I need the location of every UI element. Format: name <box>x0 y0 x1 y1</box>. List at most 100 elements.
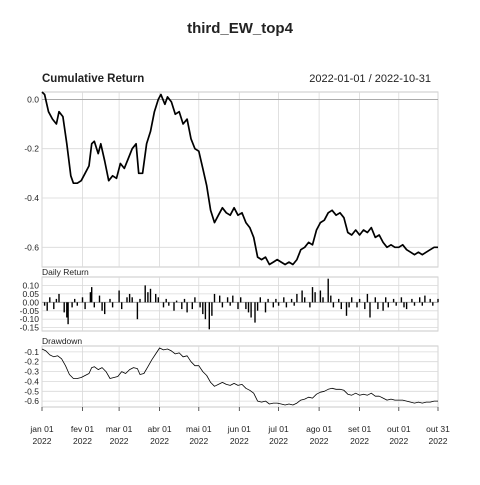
daily-return-bar <box>319 290 322 303</box>
daily-return-bar <box>136 302 139 320</box>
daily-return-bar <box>121 302 123 310</box>
daily-return-bar <box>340 302 342 310</box>
daily-return-bar <box>118 290 120 303</box>
daily-return-bar <box>256 302 259 311</box>
daily-return-bar <box>232 295 234 303</box>
daily-return-bar <box>382 302 384 311</box>
daily-return-bar <box>157 297 159 303</box>
daily-return-bar <box>181 302 183 310</box>
daily-return-bar <box>81 297 84 303</box>
daily-return-bar <box>173 302 175 311</box>
x-tick-label: out 31 <box>426 424 450 434</box>
daily-return-bar <box>245 302 247 310</box>
daily-return-bar <box>247 302 250 313</box>
daily-return-bar <box>364 302 366 310</box>
daily-return-bar <box>432 302 434 306</box>
daily-return-bar <box>275 298 277 303</box>
daily-return-bar <box>74 298 76 303</box>
daily-return-bar <box>67 302 69 325</box>
drawdown-y-tick-label: -0.3 <box>24 367 39 377</box>
daily-return-bar <box>264 302 267 313</box>
daily-return-bar <box>309 302 311 308</box>
daily-return-bar <box>63 302 65 313</box>
daily-return-bar <box>429 298 431 303</box>
daily-return-bar <box>377 302 379 310</box>
daily-return-bar <box>345 302 348 316</box>
daily-y-tick-label: -0.05 <box>20 306 40 316</box>
x-tick-label: mar 01 <box>106 424 133 434</box>
daily-return-bar <box>175 300 178 303</box>
daily-return-bar <box>293 302 295 306</box>
drawdown-plot-frame <box>41 345 439 408</box>
drawdown-y-tick-label: -0.1 <box>24 347 39 357</box>
daily-return-bar <box>213 293 216 303</box>
daily-return-bar <box>314 292 316 303</box>
daily-return-bar <box>211 302 213 316</box>
cumulative-panel-title: Cumulative Return <box>42 73 144 85</box>
daily-return-bar <box>191 302 193 310</box>
x-tick-year: 2022 <box>429 436 448 446</box>
cumulative-y-tick-label: -0.4 <box>24 193 39 203</box>
x-tick-label: set 01 <box>348 424 371 434</box>
x-tick-year: 2022 <box>310 436 329 446</box>
daily-return-bar <box>400 297 403 303</box>
daily-return-bar <box>267 298 269 303</box>
daily-return-bar <box>332 302 335 308</box>
daily-return-bar <box>76 302 78 306</box>
daily-return-bar <box>413 302 416 306</box>
daily-return-bar <box>204 302 207 320</box>
cumulative-plot-frame <box>41 91 439 268</box>
x-tick-label: jan 01 <box>29 424 53 434</box>
daily-return-bar <box>229 302 231 306</box>
daily-return-bar <box>322 297 324 303</box>
daily-return-bar <box>369 302 371 318</box>
daily-return-bar <box>104 302 106 315</box>
daily-return-bar <box>327 278 329 303</box>
x-tick-label: ago 01 <box>306 424 332 434</box>
daily-return-bar <box>405 302 408 310</box>
daily-return-bar <box>168 302 170 306</box>
daily-return-bar <box>91 287 93 303</box>
x-tick-year: 2022 <box>230 436 249 446</box>
daily-return-bar <box>139 298 141 303</box>
daily-return-bar <box>356 302 358 308</box>
daily-return-bar <box>240 297 242 303</box>
daily-return-bar <box>219 295 221 303</box>
daily-return-bar <box>98 295 101 303</box>
daily-return-bar <box>304 297 306 303</box>
daily-return-bar <box>366 293 369 303</box>
daily-return-bar <box>387 302 389 308</box>
daily-return-bar <box>109 298 111 303</box>
drawdown-y-tick-label: -0.6 <box>24 396 39 406</box>
daily-return-bar <box>149 288 152 303</box>
daily-return-bar <box>277 302 280 306</box>
daily-return-bar <box>147 292 149 303</box>
daily-return-bar <box>71 302 73 308</box>
daily-y-tick-label: 0.00 <box>22 297 39 307</box>
daily-return-bar <box>385 297 387 303</box>
daily-y-tick-label: -0.15 <box>20 323 40 333</box>
cumulative-y-tick-label: -0.6 <box>24 242 39 252</box>
daily-return-bar <box>49 297 51 303</box>
daily-return-bar <box>437 298 439 303</box>
cumulative-y-tick-label: -0.2 <box>24 144 39 154</box>
daily-return-bar <box>131 297 133 303</box>
drawdown-y-tick-label: -0.5 <box>24 386 39 396</box>
daily-return-bar <box>296 293 298 303</box>
daily-return-bar <box>101 302 103 311</box>
daily-return-bar <box>93 302 95 308</box>
x-tick-year: 2022 <box>73 436 92 446</box>
daily-return-bar <box>186 302 188 313</box>
x-tick-year: 2022 <box>33 436 52 446</box>
daily-return-bar <box>46 302 48 311</box>
daily-return-bar <box>199 302 201 308</box>
daily-return-bar <box>290 298 293 303</box>
daily-return-bar <box>374 297 376 303</box>
daily-return-bar <box>89 292 92 303</box>
daily-y-tick-label: 0.10 <box>22 280 39 290</box>
daily-return-bar <box>66 302 68 318</box>
daily-return-bar <box>162 302 165 308</box>
x-tick-label: jun 01 <box>227 424 251 434</box>
daily-return-bar <box>395 302 397 306</box>
